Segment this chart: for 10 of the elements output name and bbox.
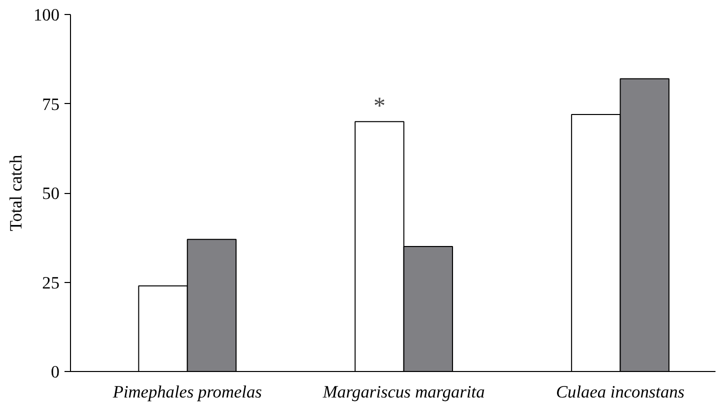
annotation: * bbox=[373, 94, 386, 120]
x-tick-label: Margariscus margarita bbox=[322, 382, 486, 402]
y-tick-label: 25 bbox=[42, 273, 60, 292]
x-tick-label: Culaea inconstans bbox=[556, 382, 685, 402]
x-tick-label: Pimephales promelas bbox=[112, 382, 262, 402]
y-axis-title: Total catch bbox=[6, 154, 26, 232]
y-tick-label: 75 bbox=[42, 94, 60, 114]
y-tick-label: 100 bbox=[34, 6, 60, 24]
y-tick-label: 0 bbox=[50, 362, 60, 382]
y-tick-label: 50 bbox=[42, 184, 60, 203]
